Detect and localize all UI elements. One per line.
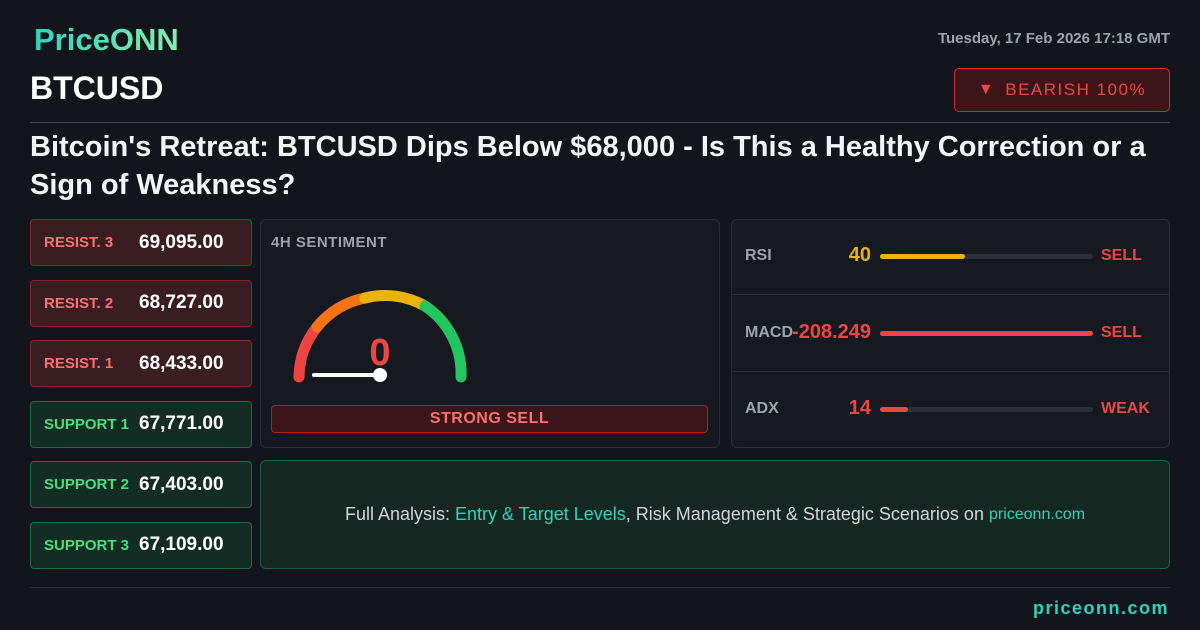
banner-prefix: Full Analysis: — [344, 504, 456, 524]
indicator-fill — [880, 330, 1093, 336]
indicator-signal: SELL — [1101, 323, 1142, 341]
level-box: SUPPORT 2 67,403.00 — [30, 461, 252, 508]
gauge-red — [293, 321, 323, 383]
level-box: RESIST. 1 68,433.00 — [30, 340, 252, 387]
indicator-name: RSI — [745, 247, 772, 264]
level-label: RESIST. 2 — [44, 294, 114, 312]
indicator-fill — [880, 407, 908, 412]
badge-text: BEARISH 100% — [1005, 80, 1147, 99]
banner-middle: , Risk Management & Strategic Scenarios … — [625, 504, 989, 524]
row-separator — [731, 294, 1170, 295]
indicator-track — [880, 254, 1093, 259]
level-label: SUPPORT 2 — [44, 476, 130, 493]
divider — [30, 587, 1170, 588]
divider — [30, 122, 1170, 123]
down-icon: ▼ — [977, 81, 996, 98]
level-box: RESIST. 3 69,095.00 — [30, 219, 252, 266]
level-box: SUPPORT 1 67,771.00 — [30, 400, 252, 448]
level-label: SUPPORT 3 — [44, 536, 130, 554]
gauge-yellow — [359, 289, 431, 312]
level-value: 67,771.00 — [139, 413, 224, 434]
sentiment-verdict: STRONG SELL — [271, 405, 708, 433]
banner-site: priceonn.com — [988, 505, 1086, 523]
indicator-track — [880, 407, 1093, 412]
analysis-banner: Full Analysis: Entry & Target Levels, Ri… — [260, 460, 1170, 569]
indicator-row: RSI 40 SELL — [731, 219, 1170, 295]
indicator-value: -208.249 — [792, 320, 871, 343]
indicator-fill — [880, 254, 966, 259]
gauge — [293, 289, 467, 383]
sentiment-value: 0 — [369, 332, 391, 374]
indicator-signal: WEAK — [1101, 400, 1150, 417]
brand-logo: PriceONN — [34, 22, 179, 57]
indicator-value: 40 — [848, 244, 871, 266]
indicator-row: MACD -208.249 SELL — [731, 296, 1170, 372]
date: Tuesday, 17 Feb 2026 17:18 GMT — [937, 30, 1170, 47]
row-separator — [731, 370, 1170, 372]
gauge-green — [419, 300, 467, 383]
level-label: RESIST. 3 — [44, 234, 114, 251]
level-value: 68,433.00 — [139, 352, 224, 374]
indicator-value: 14 — [848, 397, 871, 419]
level-value: 67,109.00 — [139, 534, 224, 555]
level-label: SUPPORT 1 — [44, 415, 130, 433]
level-box: SUPPORT 3 67,109.00 — [30, 521, 252, 569]
level-label: RESIST. 1 — [44, 355, 114, 372]
sentiment-title: 4H SENTIMENT — [271, 234, 388, 251]
gauge-orange — [311, 292, 371, 333]
level-value: 68,727.00 — [139, 292, 224, 313]
indicator-track — [880, 330, 1093, 336]
indicator-row: ADX 14 WEAK — [731, 372, 1170, 448]
bias-badge: ▼ BEARISH 100% — [954, 68, 1170, 112]
level-value: 67,403.00 — [139, 473, 224, 495]
headline: Bitcoin's Retreat: BTCUSD Dips Below $68… — [30, 131, 1146, 201]
needle-hub — [373, 368, 387, 382]
level-value: 69,095.00 — [139, 231, 224, 253]
indicator-name: ADX — [745, 400, 779, 417]
indicator-signal: SELL — [1101, 247, 1142, 264]
indicator-name: MACD — [745, 323, 793, 341]
site-link: priceonn.com — [1032, 598, 1169, 618]
banner-highlight: Entry & Target Levels — [455, 504, 626, 524]
level-box: RESIST. 2 68,727.00 — [30, 279, 252, 327]
symbol: BTCUSD — [30, 70, 164, 106]
